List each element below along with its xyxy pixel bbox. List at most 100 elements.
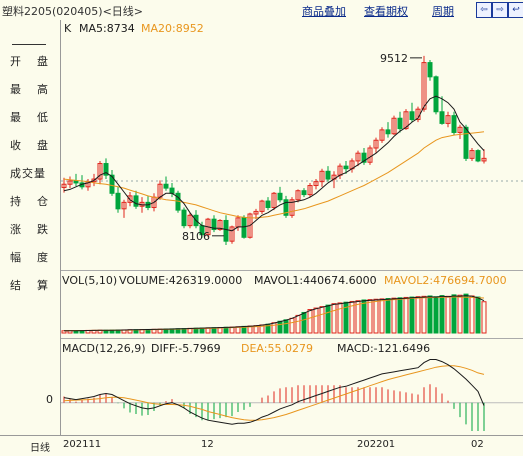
candle-body bbox=[265, 200, 271, 209]
volume-bar bbox=[361, 299, 367, 334]
candle-body bbox=[241, 217, 247, 238]
volume-bar bbox=[397, 297, 403, 334]
candle-body bbox=[475, 150, 481, 162]
candle-body bbox=[163, 183, 169, 189]
ma20-line bbox=[63, 131, 485, 219]
candle-body bbox=[439, 111, 445, 124]
candle-body bbox=[355, 152, 361, 162]
instrument-title: 塑料2205(020405)<日线> bbox=[2, 5, 144, 18]
candle-body bbox=[283, 199, 289, 216]
macd-zero-label: 0 bbox=[46, 393, 53, 406]
return-arrow-icon[interactable]: ↩ bbox=[508, 2, 523, 18]
mavol2-line bbox=[64, 296, 485, 332]
view-options-link[interactable]: 查看期权 bbox=[364, 5, 408, 18]
dea-line bbox=[63, 365, 485, 421]
candle-body bbox=[481, 157, 487, 162]
period-label-daily[interactable]: 日线 bbox=[30, 443, 50, 454]
volume-bar bbox=[391, 297, 397, 334]
candle-body bbox=[379, 129, 385, 141]
volume-bar bbox=[481, 301, 487, 334]
candle-body bbox=[133, 195, 139, 207]
candle-body bbox=[277, 192, 283, 201]
high-annotation: 9512 bbox=[380, 52, 408, 65]
candle-body bbox=[295, 190, 301, 201]
volume-bar bbox=[271, 322, 277, 334]
volume-bar bbox=[421, 295, 427, 334]
candle-body bbox=[301, 190, 307, 196]
macd-legend-title: MACD(12,26,9) bbox=[62, 342, 146, 355]
volume-bar bbox=[385, 298, 391, 334]
candle-body bbox=[403, 111, 409, 130]
sidebar-item-low: 最低 bbox=[10, 111, 64, 124]
volume-bar bbox=[319, 306, 325, 334]
candle-body bbox=[229, 226, 235, 242]
sidebar-item-high: 最高 bbox=[10, 83, 64, 96]
macd-legend-dea: DEA:55.0279 bbox=[241, 342, 313, 355]
candle-body bbox=[457, 126, 463, 133]
volume-bar bbox=[379, 298, 385, 334]
candle-body bbox=[409, 111, 415, 121]
volume-bar bbox=[289, 317, 295, 334]
volume-bar bbox=[337, 302, 343, 334]
volume-bar bbox=[277, 320, 283, 334]
volume-bar bbox=[409, 296, 415, 334]
time-axis-label: 02 bbox=[471, 439, 484, 450]
vol-legend-mavol2: MAVOL2:476694.7000 bbox=[384, 274, 507, 287]
quote-sidebar: 开盘 最高 最低 收盘 成交量 持仓 涨跌 幅度 结算 bbox=[0, 20, 61, 435]
sidebar-divider bbox=[12, 44, 46, 45]
volume-bar bbox=[349, 300, 355, 334]
volume-bar bbox=[313, 307, 319, 334]
candle-body bbox=[289, 199, 295, 216]
sidebar-item-open-interest: 持仓 bbox=[10, 195, 64, 208]
candle-body bbox=[271, 192, 277, 209]
volume-bar bbox=[373, 298, 379, 334]
kline-chart: 9512 8106 bbox=[61, 52, 523, 246]
volume-bar bbox=[343, 301, 349, 334]
candle-body bbox=[109, 174, 115, 194]
candle-body bbox=[325, 170, 331, 180]
volume-bar bbox=[307, 309, 313, 334]
sidebar-item-open: 开盘 bbox=[10, 55, 64, 68]
candle-body bbox=[361, 152, 367, 163]
candle-body bbox=[217, 219, 223, 231]
time-axis: 日线 202111 12 202201 02 bbox=[0, 435, 523, 456]
volume-bar bbox=[415, 296, 421, 334]
candle-body bbox=[73, 180, 79, 184]
candle-body bbox=[469, 150, 475, 159]
macd-legend-diff: DIFF:-5.7969 bbox=[151, 342, 221, 355]
candle-body bbox=[97, 163, 103, 180]
period-link[interactable]: 周期 bbox=[432, 5, 454, 18]
volume-bar bbox=[355, 300, 361, 334]
volume-bar bbox=[325, 304, 331, 334]
candle-body bbox=[169, 187, 175, 194]
kline-legend-ma20: MA20:8952 bbox=[141, 22, 204, 35]
candle-body bbox=[451, 115, 457, 133]
overlay-commodity-link[interactable]: 商品叠加 bbox=[302, 5, 346, 18]
volume-bar bbox=[295, 314, 301, 334]
candle-body bbox=[259, 200, 265, 212]
candle-body bbox=[313, 181, 319, 187]
candle-body bbox=[91, 178, 97, 183]
volume-bar bbox=[301, 311, 307, 334]
candle-body bbox=[397, 117, 403, 130]
volume-bar bbox=[451, 294, 457, 334]
sidebar-item-percent: 幅度 bbox=[10, 251, 64, 264]
next-arrow-icon[interactable]: ⇨ bbox=[492, 2, 508, 18]
volume-bar bbox=[367, 299, 373, 334]
candle-body bbox=[319, 170, 325, 183]
candle-body bbox=[223, 219, 229, 242]
candle-body bbox=[445, 115, 451, 124]
candle-body bbox=[253, 210, 259, 215]
candle-body bbox=[463, 126, 469, 159]
candle-body bbox=[61, 183, 67, 188]
vol-legend-volume: VOLUME:426319.0000 bbox=[119, 274, 243, 287]
candle-body bbox=[67, 180, 73, 185]
candle-body bbox=[343, 165, 349, 170]
candle-body bbox=[307, 185, 313, 196]
ma5-line bbox=[63, 95, 485, 232]
low-annotation: 8106 bbox=[182, 230, 210, 243]
prev-arrow-icon[interactable]: ⇦ bbox=[476, 2, 492, 18]
sidebar-item-close: 收盘 bbox=[10, 139, 64, 152]
time-axis-label: 12 bbox=[201, 439, 214, 450]
candle-body bbox=[103, 163, 109, 176]
